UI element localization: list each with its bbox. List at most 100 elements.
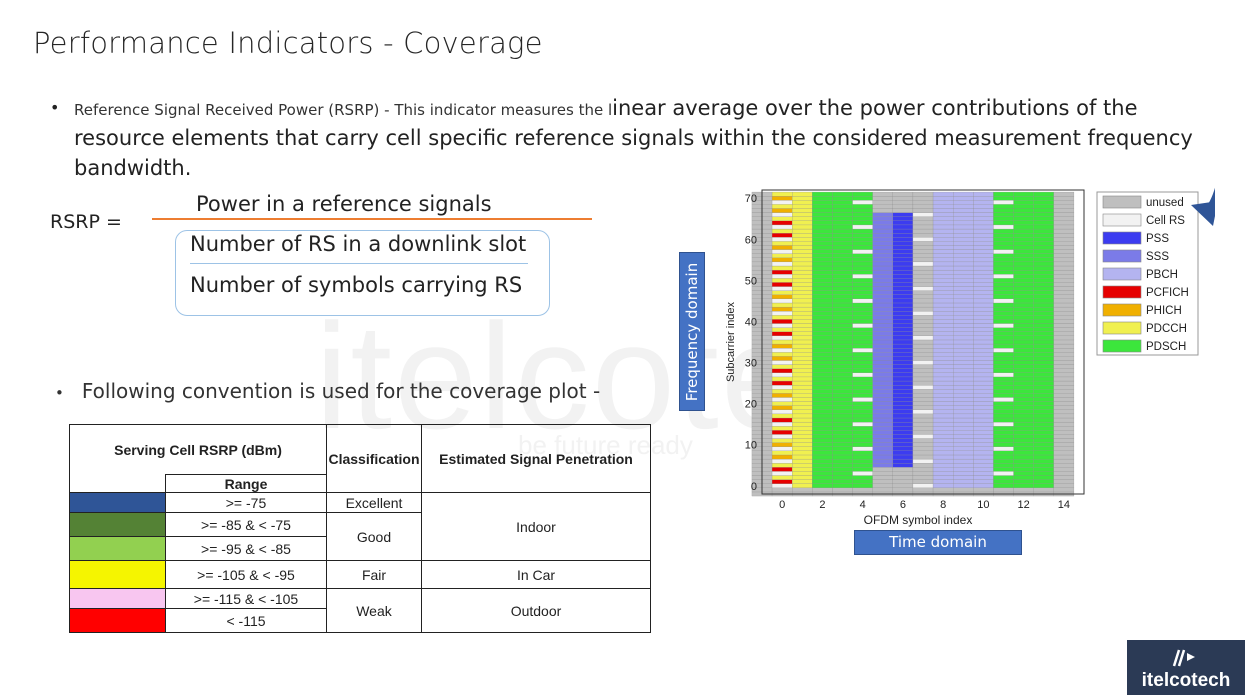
grid-cell (792, 228, 813, 234)
grid-cell (832, 385, 853, 390)
grid-cell (993, 483, 1014, 488)
grid-cell (792, 487, 813, 493)
grid-cell (1013, 450, 1034, 456)
grid-cell (1013, 298, 1034, 304)
grid-cell (1033, 257, 1054, 263)
grid-cell (912, 294, 934, 299)
grid-cell (852, 360, 873, 365)
grid-cell (1013, 331, 1034, 336)
grid-cell (1053, 278, 1075, 283)
grid-cell (1033, 208, 1054, 213)
grid-cell (932, 282, 954, 287)
grid-cell (1033, 421, 1054, 427)
grid-cell (771, 475, 793, 480)
grid-cell (872, 220, 893, 226)
class-cell: Excellent (326, 492, 422, 513)
grid-cell (812, 274, 833, 279)
grid-cell (993, 331, 1014, 336)
grid-cell (912, 204, 934, 209)
grid-cell (1053, 241, 1075, 246)
grid-cell (852, 487, 873, 493)
grid-cell (993, 233, 1014, 238)
grid-cell (792, 196, 813, 201)
grid-cell (973, 245, 994, 250)
grid-cell (932, 385, 954, 390)
grid-cell (892, 368, 914, 373)
grid-cell (771, 442, 793, 447)
grid-cell (973, 331, 994, 336)
grid-cell (852, 261, 873, 267)
plot-frame (761, 189, 1085, 495)
grid-cell (832, 471, 853, 476)
grid-cell (953, 335, 974, 341)
grid-cell (892, 204, 914, 209)
grid-cell (912, 417, 934, 423)
time-domain-label: Time domain (854, 530, 1022, 555)
x-tick-label: 8 (940, 499, 946, 511)
grid-cell (812, 421, 833, 427)
grid-cell (792, 421, 813, 427)
grid-cell (1013, 302, 1034, 308)
grid-cell (872, 385, 893, 390)
grid-cell (812, 315, 833, 320)
grid-cell (892, 200, 914, 205)
grid-cell (812, 463, 833, 468)
grid-cell (953, 249, 974, 254)
grid-cell (872, 290, 893, 295)
grid-cell (1033, 261, 1054, 267)
grid-cell (771, 372, 793, 378)
grid-cell (852, 335, 873, 341)
grid-cell (1013, 241, 1034, 246)
grid-cell (1053, 467, 1075, 472)
grid-cell (993, 208, 1014, 213)
grid-cell (912, 315, 934, 320)
grid-cell (832, 249, 853, 254)
grid-cell (852, 343, 873, 349)
grid-cell (792, 311, 813, 316)
grid-cell (892, 237, 914, 242)
grid-cell (812, 327, 833, 332)
grid-cell (832, 315, 853, 320)
grid-cell (872, 483, 893, 488)
grid-cell (852, 397, 873, 402)
grid-cell (993, 438, 1014, 443)
grid-cell (771, 421, 793, 427)
grid-cell (953, 327, 974, 332)
penetration-cell: In Car (421, 560, 651, 589)
grid-cell (792, 306, 813, 312)
grid-cell (953, 356, 974, 361)
grid-cell (912, 220, 934, 226)
grid-cell (812, 253, 833, 258)
grid-cell (892, 278, 914, 283)
grid-cell (1033, 311, 1054, 316)
grid-axes: 0 2 4 6 8 10 12 14 0 10 20 30 40 50 60 70 OFDM symbol in… (725, 193, 1070, 527)
grid-cell (872, 417, 893, 423)
grid-cell (1033, 220, 1054, 226)
grid-cell (1013, 319, 1034, 324)
grid-cell (832, 269, 853, 275)
grid-cell (912, 405, 934, 410)
grid-cell (872, 228, 893, 234)
grid-cell (1053, 237, 1075, 242)
grid-cell (852, 265, 873, 271)
grid-cell (812, 233, 833, 238)
grid-cell (1053, 348, 1075, 353)
grid-cell (993, 413, 1014, 419)
range-cell: >= -85 & < -75 (165, 512, 327, 537)
grid-cell (953, 233, 974, 238)
grid-cell (852, 385, 873, 390)
grid-cell (792, 298, 813, 304)
grid-cell (973, 475, 994, 480)
grid-cell (1013, 475, 1034, 480)
color-swatch (69, 608, 166, 633)
grid-cell (912, 241, 934, 246)
grid-cell (852, 380, 873, 386)
grid-cell (872, 389, 893, 394)
grid-cell (912, 306, 934, 312)
grid-cell (953, 430, 974, 435)
grid-cell (792, 274, 813, 279)
grid-cell (912, 327, 934, 332)
grid-cell (792, 393, 813, 398)
grid-cell (812, 306, 833, 312)
grid-cell (953, 475, 974, 480)
